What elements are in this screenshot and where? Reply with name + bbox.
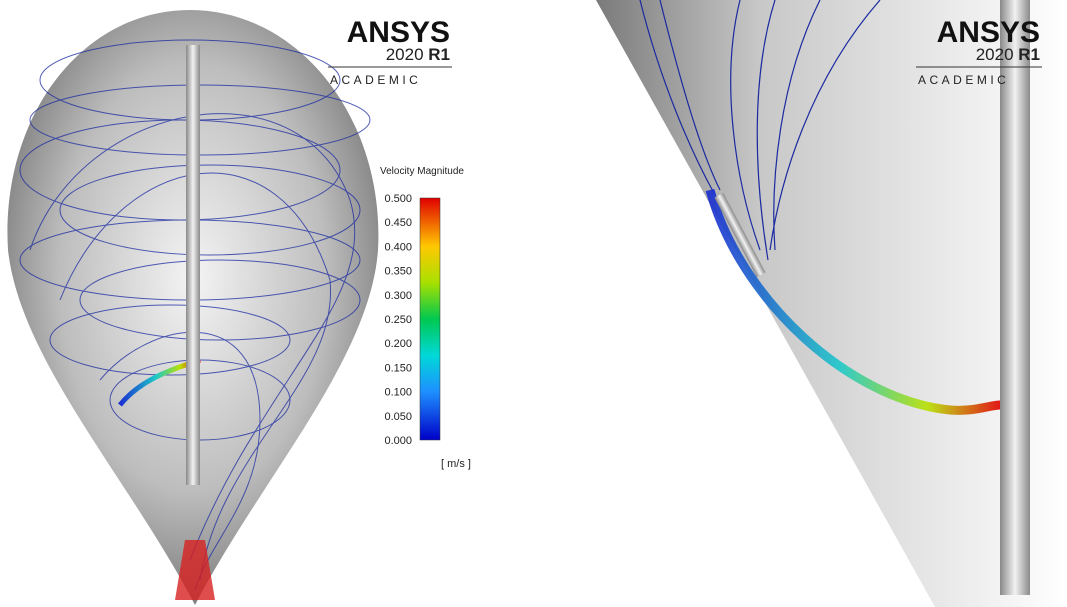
logo-edition: ACADEMIC	[918, 73, 1009, 87]
legend-tick-label: 0.350	[384, 266, 412, 278]
logo-edition: ACADEMIC	[330, 73, 421, 87]
legend-tick-label: 0.150	[384, 362, 412, 374]
legend-tick-label: 0.100	[384, 387, 412, 399]
version: 2020	[976, 45, 1014, 64]
cone-wall	[596, 0, 1067, 607]
release: R1	[1018, 45, 1040, 64]
legend-tick-label: 0.300	[384, 290, 412, 302]
legend-unit: [ m/s ]	[441, 458, 471, 470]
legend-tick-label: 0.250	[384, 314, 412, 326]
left-view: ANSYS 2020 R1 ACADEMIC Velocity Magnitud…	[7, 10, 471, 605]
legend-tick-label: 0.200	[384, 338, 412, 350]
legend-tick-label: 0.450	[384, 217, 412, 229]
central-pipe	[186, 45, 200, 485]
legend-tick-label: 0.500	[384, 193, 412, 205]
right-view: ANSYS 2020 R1 ACADEMIC	[596, 0, 1067, 607]
screenshot: ANSYS 2020 R1 ACADEMIC Velocity Magnitud…	[0, 0, 1067, 607]
logo-version: 2020 R1	[976, 45, 1040, 64]
legend-tick-label: 0.000	[384, 435, 412, 447]
legend-title: Velocity Magnitude	[380, 166, 464, 177]
colorbar	[420, 198, 440, 440]
version: 2020	[386, 45, 424, 64]
logo-version: 2020 R1	[386, 45, 450, 64]
logo: ANSYS 2020 R1 ACADEMIC	[328, 16, 452, 87]
legend-tick-label: 0.400	[384, 241, 412, 253]
legend: Velocity Magnitude [ m/s ] 0.500 0.450 0.4…	[380, 166, 471, 470]
legend-tick-label: 0.050	[384, 411, 412, 423]
central-pipe	[1000, 0, 1030, 595]
release: R1	[428, 45, 450, 64]
